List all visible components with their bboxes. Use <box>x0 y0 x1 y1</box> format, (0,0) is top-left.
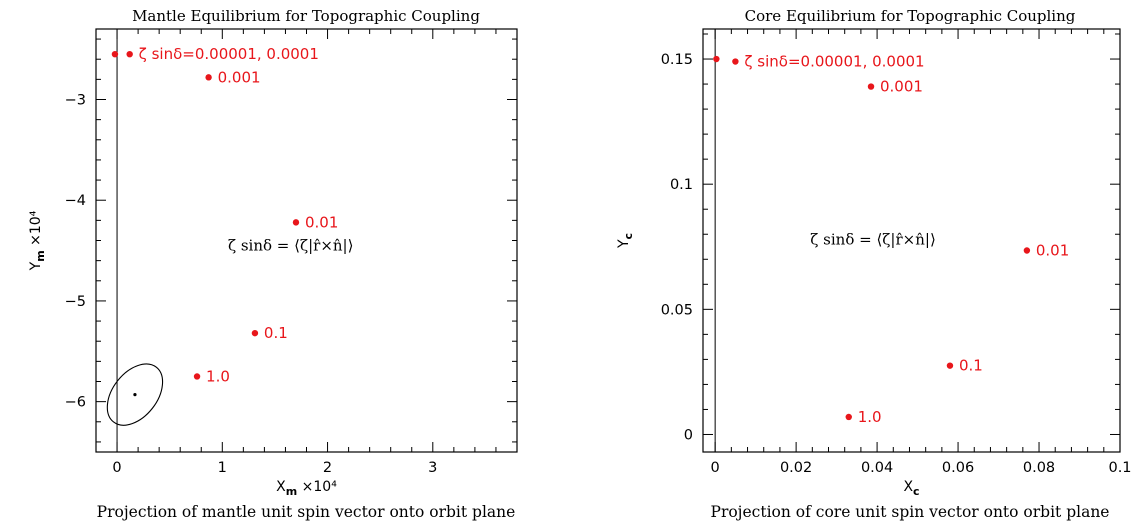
formula-annotation: ζ sinδ = ⟨ζ|r̂×n̂|⟩ <box>810 230 936 248</box>
data-point <box>251 329 259 337</box>
y-axis-label: Yc <box>616 233 635 249</box>
chart-title: Core Equilibrium for Topographic Couplin… <box>745 7 1076 25</box>
x-tick-label: 0.08 <box>1023 460 1055 476</box>
plot-frame <box>702 28 1121 453</box>
data-point <box>126 50 133 58</box>
data-point-label: 1.0 <box>206 367 230 385</box>
chart-mantle: Mantle Equilibrium for Topographic Coupl… <box>28 7 518 521</box>
y-tick-label: −6 <box>65 395 86 411</box>
ellipse-center-point <box>133 392 137 397</box>
y-tick-label: 0.1 <box>670 177 693 193</box>
data-point <box>193 373 201 380</box>
data-point-label: 0.1 <box>959 357 983 375</box>
x-tick-label: 0.04 <box>861 460 893 476</box>
data-point <box>732 58 739 65</box>
y-tick-label: −5 <box>65 294 86 310</box>
x-tick-label: 0 <box>711 460 720 476</box>
data-point <box>1023 247 1031 254</box>
data-point <box>713 55 720 63</box>
data-point-label: 1.0 <box>858 408 882 426</box>
data-point <box>292 219 300 226</box>
figure-caption: Projection of mantle unit spin vector on… <box>97 503 516 521</box>
data-point-label: 0.1 <box>264 324 288 342</box>
data-point-label: 0.001 <box>880 78 923 96</box>
formula-annotation: ζ sinδ = ⟨ζ|r̂×n̂|⟩ <box>228 237 354 255</box>
x-tick-label: 0.06 <box>942 460 974 476</box>
y-tick-label: 0 <box>684 427 693 443</box>
data-point-label: 0.001 <box>218 68 261 86</box>
data-point <box>946 362 954 369</box>
data-point-label: ζ sinδ=0.00001, 0.0001 <box>139 45 319 63</box>
y-axis-label: Ym ×10⁴ <box>28 210 47 271</box>
uncertainty-ellipse <box>106 363 164 426</box>
y-tick-label: 0.05 <box>661 302 693 318</box>
chart-core: Core Equilibrium for Topographic Couplin… <box>616 7 1132 521</box>
y-tick-label: −3 <box>65 93 86 109</box>
figure-caption: Projection of core unit spin vector onto… <box>711 503 1110 521</box>
x-axis-label: Xc <box>903 479 919 498</box>
data-point-label: ζ sinδ=0.00001, 0.0001 <box>744 53 924 71</box>
data-point <box>845 413 852 421</box>
x-tick-label: 2 <box>323 460 332 476</box>
data-point <box>867 83 875 90</box>
x-tick-label: 0.02 <box>780 460 812 476</box>
y-tick-label: 0.15 <box>661 52 693 68</box>
x-tick-label: 1 <box>218 460 227 476</box>
data-point <box>111 50 119 58</box>
x-tick-label: 0 <box>112 460 121 476</box>
data-point-label: 0.01 <box>1036 242 1069 260</box>
x-tick-label: 0.1 <box>1108 460 1131 476</box>
chart-title: Mantle Equilibrium for Topographic Coupl… <box>132 7 480 25</box>
x-tick-label: 3 <box>428 460 437 476</box>
x-axis-label: Xm ×10⁴ <box>276 479 337 498</box>
data-point <box>205 74 212 81</box>
y-tick-label: −4 <box>65 193 86 209</box>
data-point-label: 0.01 <box>305 213 338 231</box>
